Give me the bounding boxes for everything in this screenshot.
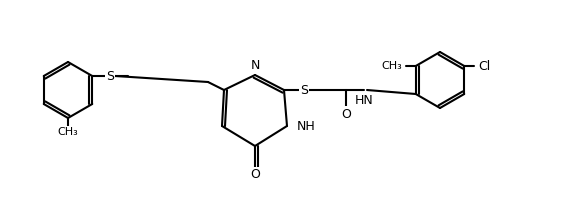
Text: HN: HN xyxy=(354,93,373,107)
Text: O: O xyxy=(250,168,260,182)
Text: S: S xyxy=(106,69,114,83)
Text: N: N xyxy=(250,58,260,71)
Text: S: S xyxy=(300,84,308,96)
Text: NH: NH xyxy=(297,120,316,132)
Text: CH₃: CH₃ xyxy=(57,127,78,137)
Text: CH₃: CH₃ xyxy=(381,61,402,71)
Text: O: O xyxy=(341,108,351,121)
Text: Cl: Cl xyxy=(478,60,491,72)
